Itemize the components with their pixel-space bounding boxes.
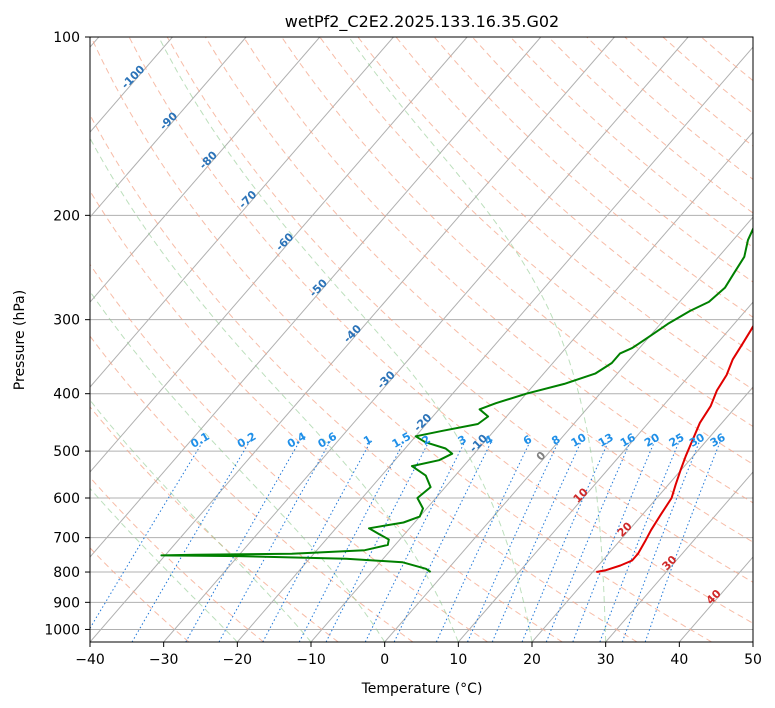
chart-title: wetPf2_C2E2.2025.133.16.35.G02 [285, 12, 559, 32]
y-tick-label: 900 [53, 595, 80, 611]
y-tick-label: 800 [53, 565, 80, 581]
moist-adiabat [158, 37, 533, 642]
y-axis-label: Pressure (hPa) [12, 290, 28, 390]
x-axis: −40 −30 −20 −10 0 10 20 30 40 50 [75, 642, 762, 668]
isotherm-line [384, 216, 753, 642]
isotherm-line [752, 641, 753, 642]
y-tick-label: 1000 [44, 622, 80, 638]
isotherm-line [310, 131, 753, 642]
mixing-ratio-line [644, 440, 722, 642]
x-tick-label: 30 [597, 652, 615, 668]
series-line [596, 324, 753, 573]
x-tick-label: 50 [744, 652, 762, 668]
moist-adiabat [90, 137, 459, 642]
x-axis-label: Temperature (°C) [361, 681, 483, 697]
x-tick-label: −20 [223, 652, 253, 668]
mixing-ratio-line [521, 440, 610, 642]
x-tick-label: 0 [380, 652, 389, 668]
y-axis: 100 200 300 400 500 600 700 800 900 1000 [44, 30, 90, 638]
mixing-ratio-line [545, 440, 632, 642]
moist-adiabat [90, 290, 386, 642]
dry-adiabat [90, 37, 712, 642]
x-tick-label: −30 [149, 652, 179, 668]
isotherm-line [90, 37, 542, 558]
mixing-ratio-line [491, 440, 583, 642]
isotherm-line [90, 37, 615, 642]
x-tick-label: 10 [449, 652, 467, 668]
dry-adiabat [471, 37, 753, 283]
dry-adiabat [90, 406, 339, 642]
isotherm-line [531, 386, 753, 642]
dry-adiabat [395, 37, 753, 354]
dry-adiabat [357, 37, 753, 391]
dry-adiabat [204, 37, 753, 543]
dry-adiabat [90, 547, 190, 642]
background-lines [0, 37, 753, 642]
mixing-ratio-line [131, 440, 251, 642]
x-tick-label: 20 [523, 652, 541, 668]
mixing-ratio-line [364, 440, 466, 642]
x-tick-label: −40 [75, 652, 105, 668]
y-tick-label: 300 [53, 313, 80, 329]
dry-adiabat [90, 113, 638, 642]
isotherm-line [236, 46, 753, 642]
dry-adiabat [90, 190, 563, 642]
mixing-ratio-line [90, 440, 204, 630]
reference-curve [0, 37, 57, 642]
moist-adiabat [90, 399, 312, 642]
dry-adiabat [90, 263, 488, 642]
mixing-ratio-line [467, 440, 560, 642]
dry-adiabat [166, 37, 753, 583]
mixing-ratio-line [262, 440, 372, 642]
mixing-ratio-line [218, 440, 332, 642]
series-layer [160, 226, 753, 573]
isotherm-line [90, 37, 247, 218]
y-tick-label: 600 [53, 491, 80, 507]
series-line [160, 226, 753, 573]
y-tick-label: 200 [53, 208, 80, 224]
plot-frame [89, 36, 754, 643]
dry-adiabat [128, 37, 753, 624]
isotherm-line [90, 37, 468, 473]
dry-adiabat [90, 476, 264, 642]
x-tick-label: 40 [670, 652, 688, 668]
moist-adiabat [348, 37, 607, 642]
y-tick-label: 700 [53, 531, 80, 547]
x-tick-label: −10 [296, 652, 326, 668]
isotherm-line [90, 37, 321, 303]
isotherm-line [605, 471, 753, 642]
y-tick-label: 100 [53, 30, 80, 46]
isotherm-line [90, 37, 394, 388]
dry-adiabat [90, 335, 414, 642]
isotherm-line [163, 37, 689, 642]
dry-adiabat [243, 37, 753, 504]
mixing-ratio-line [185, 440, 301, 642]
isotherm-line [457, 301, 753, 642]
dry-adiabat [433, 37, 753, 318]
plot-background [90, 37, 753, 642]
y-tick-label: 500 [53, 444, 80, 460]
y-tick-label: 400 [53, 387, 80, 403]
